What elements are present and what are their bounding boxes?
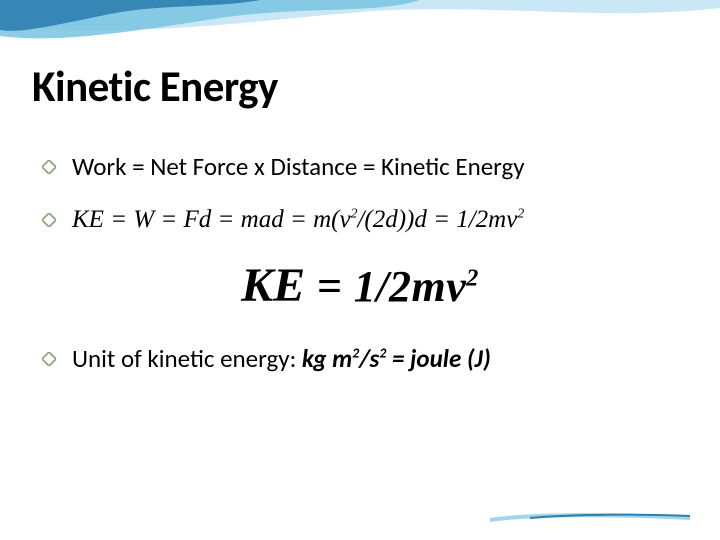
eq-superscript: 2 (517, 206, 524, 221)
bullet-text-units: Unit of kinetic energy: kg m2/s2 = joule… (72, 343, 491, 374)
eq-part: KE = W = Fd = mad = m(v (72, 206, 351, 233)
unit-part: kg m (302, 343, 352, 374)
diamond-bullet-icon (42, 160, 56, 174)
unit-bold: kg m2/s2 = joule (J) (302, 343, 491, 374)
bullet-item: Work = Net Force x Distance = Kinetic En… (32, 151, 688, 182)
diamond-bullet-icon (42, 352, 56, 366)
bullet-item: Unit of kinetic energy: kg m2/s2 = joule… (32, 343, 688, 374)
slide-title: Kinetic Energy (32, 60, 688, 113)
bullet-item: KE = W = Fd = mad = m(v2/(2d))d = 1/2mv2 (32, 204, 688, 235)
formula-ke: KE (241, 259, 305, 312)
unit-prefix: Unit of kinetic energy: (72, 343, 302, 374)
diamond-bullet-icon (42, 213, 56, 227)
unit-part: /s (359, 343, 379, 374)
bullet-text-ke-derivation: KE = W = Fd = mad = m(v2/(2d))d = 1/2mv2 (72, 204, 524, 235)
slide-content: Kinetic Energy Work = Net Force x Distan… (32, 60, 688, 396)
formula-body: = 1/2mv (305, 262, 466, 311)
bullet-text-work-definition: Work = Net Force x Distance = Kinetic En… (72, 151, 525, 182)
main-formula: KE = 1/2mv2 (32, 258, 688, 313)
unit-part: = joule (J) (386, 343, 490, 374)
formula-superscript: 2 (466, 264, 479, 291)
eq-part: /(2d))d = 1/2mv (357, 206, 517, 233)
bottom-underline-decoration (490, 508, 690, 522)
